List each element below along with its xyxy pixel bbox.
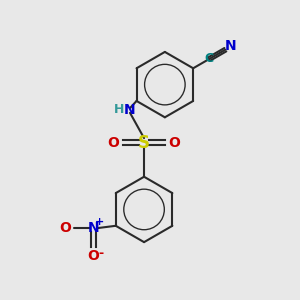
Text: H: H — [114, 103, 124, 116]
Text: O: O — [169, 136, 181, 150]
Text: N: N — [225, 39, 236, 53]
Text: O: O — [59, 221, 71, 235]
Text: N: N — [88, 221, 99, 235]
Text: +: + — [95, 217, 105, 226]
Text: -: - — [98, 247, 104, 260]
Text: O: O — [88, 248, 99, 262]
Text: S: S — [138, 134, 150, 152]
Text: N: N — [124, 103, 136, 118]
Text: O: O — [107, 136, 119, 150]
Text: C: C — [205, 52, 214, 65]
